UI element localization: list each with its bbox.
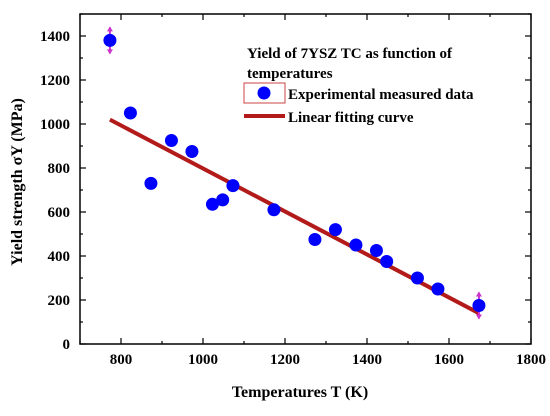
linear-fit-line — [109, 117, 480, 315]
x-tick-label: 1800 — [516, 352, 546, 368]
error-bar-cap-top — [475, 291, 482, 297]
error-bar-cap-top — [106, 26, 113, 32]
data-point — [349, 238, 363, 252]
data-point — [380, 255, 394, 268]
data-point — [205, 197, 219, 211]
legend-title-line-2: temperatures — [247, 66, 333, 82]
legend-title-line-1: Yield of 7YSZ TC as function of — [247, 46, 453, 62]
data-point — [216, 193, 230, 207]
data-point — [185, 145, 199, 158]
legend-marker-box — [243, 82, 286, 104]
text-layer: Temperatures T (K) Yield strength σY (MP… — [9, 46, 453, 401]
data-point — [226, 179, 240, 193]
y-tick-label: 1200 — [40, 73, 70, 89]
legend-marker-point — [257, 86, 271, 100]
x-axis-label: Temperatures T (K) — [232, 384, 368, 401]
x-tick-label: 1600 — [434, 352, 464, 368]
data-point — [472, 299, 486, 312]
data-point — [410, 271, 424, 285]
data-point — [328, 223, 342, 237]
data-point — [369, 244, 383, 257]
data-point — [164, 134, 178, 147]
fit-line-layer — [109, 117, 480, 315]
y-tick-label: 1400 — [40, 29, 70, 45]
y-tick-label: 0 — [63, 337, 71, 353]
legend: Experimental measured data Linear fitting… — [243, 82, 474, 126]
x-tick-label: 1200 — [270, 352, 300, 368]
plot-frame — [79, 13, 532, 345]
y-axis-label: Yield strength σY (MPa) — [9, 98, 26, 266]
error-bar-cap-bottom — [106, 49, 113, 55]
x-tick-label: 800 — [110, 352, 133, 368]
y-tick-label: 1000 — [40, 117, 70, 133]
error-bar-cap-bottom — [475, 314, 482, 320]
y-tick-label: 400 — [48, 249, 71, 265]
x-tick-label: 1400 — [352, 352, 382, 368]
data-point — [123, 106, 137, 120]
data-point — [103, 33, 117, 47]
data-point — [308, 233, 322, 246]
x-tick-label: 1000 — [188, 352, 218, 368]
data-point — [267, 203, 281, 217]
data-point — [431, 282, 445, 296]
y-tick-label: 800 — [48, 161, 71, 177]
legend-label-experimental: Experimental measured data — [288, 87, 474, 103]
data-point — [144, 176, 158, 190]
axes-layer: 800 1000 1200 1400 1600 1800 0 200 400 600 800 1000… — [40, 13, 546, 368]
y-tick-label: 600 — [48, 205, 71, 221]
points-layer — [103, 26, 486, 320]
y-tick-label: 200 — [48, 293, 71, 309]
legend-label-fit: Linear fitting curve — [288, 110, 414, 126]
